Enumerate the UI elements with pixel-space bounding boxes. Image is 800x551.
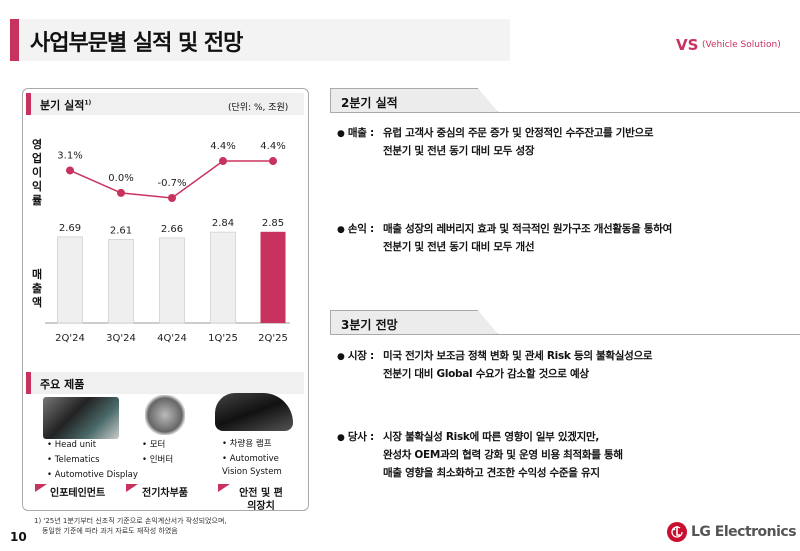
footnote-line: 동일한 기준에 따라 과거 자료도 재작성 하였음 <box>42 527 178 535</box>
x-tick-label: 3Q'24 <box>106 333 136 344</box>
margin-label: -0.7% <box>157 178 186 189</box>
product-item: • 모터 <box>142 440 166 450</box>
bullet-text: 매출 성장의 레버리지 효과 및 적극적인 원가구조 개선활동을 통하여 <box>383 223 672 235</box>
sales-bar <box>260 231 286 323</box>
category-marker-icon <box>35 484 47 492</box>
products-title: 주요 제품 <box>40 378 85 391</box>
bullet-text: 전분기 대비 Global 수요가 감소할 것으로 예상 <box>383 368 589 380</box>
bullet-text: 완성차 OEM과의 협력 강화 및 운영 비용 최적화를 통해 <box>383 449 623 461</box>
x-tick-label: 2Q'25 <box>258 333 288 344</box>
bullet-item: ● 당사 : 시장 불확실성 Risk에 따른 영향이 일부 있겠지만, 완성차 O… <box>337 428 623 479</box>
bullet-item: ● 손익 : 매출 성장의 레버리지 효과 및 적극적인 원가구조 개선활동을 통… <box>337 220 672 253</box>
sales-axis-label: 매출액 <box>31 268 43 309</box>
footnote-line: 1) '25년 1분기부터 신조직 기준으로 손익계산서가 작성되었으며, <box>34 517 227 525</box>
product-item: • Automotive Vision System <box>222 454 282 477</box>
bullet-text: 전분기 및 전년 동기 대비 모두 개선 <box>383 241 535 253</box>
margin-label: 0.0% <box>108 173 133 184</box>
accent-bar <box>26 93 31 115</box>
sales-label: 2.66 <box>161 224 183 235</box>
sales-label: 2.84 <box>212 218 234 229</box>
header-accent-bar <box>10 19 19 61</box>
bullet-text: 유럽 고객사 중심의 주문 증가 및 안정적인 수주잔고를 기반으로 <box>383 127 654 139</box>
bullet-label: 매출 : <box>347 127 374 139</box>
sales-bar <box>57 236 83 324</box>
quarterly-chart: 2.69 2Q'24 2.61 3Q'24 2.66 4Q'24 2.84 1Q'25 2.85… <box>45 141 290 344</box>
quarterly-title-text: 분기 실적 <box>40 99 85 112</box>
product-item: • 차량용 램프 <box>222 439 272 449</box>
page-title: 사업부문별 실적 및 전망 <box>30 31 243 56</box>
margin-label: 3.1% <box>57 150 82 161</box>
sales-bar <box>210 231 236 324</box>
bullet-text: 매출 영향을 최소화하고 견조한 수익성 수준을 유지 <box>383 467 600 479</box>
footnote-marker: 1) <box>84 99 92 107</box>
product-list-infotainment: • Head unit • Telematics • Automotive Di… <box>47 438 138 483</box>
ev-motor-image <box>145 395 185 435</box>
x-tick-label: 4Q'24 <box>157 333 187 344</box>
category-infotainment: 인포테인먼트 <box>50 488 106 499</box>
sales-label: 2.69 <box>59 223 81 234</box>
product-list-safety: • 차량용 램프 • Automotive Vision System <box>222 438 302 479</box>
product-item: • Automotive Display <box>47 470 138 480</box>
divider <box>330 112 800 113</box>
sales-label: 2.85 <box>262 218 284 229</box>
sales-label: 2.61 <box>110 225 132 236</box>
margin-point <box>269 157 277 166</box>
bullet-dot-icon: ● <box>337 225 345 235</box>
vehicle-lamp-image <box>215 393 293 431</box>
q3-outlook-tab: 3분기 전망 <box>330 310 498 334</box>
bullet-text: 시장 불확실성 Risk에 따른 영향이 일부 있겠지만, <box>383 431 600 443</box>
infotainment-image <box>43 397 119 439</box>
x-tick-label: 2Q'24 <box>55 333 85 344</box>
products-header <box>26 372 304 394</box>
quarterly-title: 분기 실적1) <box>40 97 91 113</box>
margin-point <box>117 188 125 197</box>
q2-results-tab: 2분기 실적 <box>330 88 498 112</box>
division-code: VS <box>676 36 699 54</box>
category-marker-icon <box>218 484 230 492</box>
bullet-dot-icon: ● <box>337 129 345 139</box>
bullet-text: 전분기 및 전년 동기 대비 모두 성장 <box>383 145 535 157</box>
margin-axis-label: 영업이익률 <box>31 138 43 207</box>
brand-name: LG Electronics <box>691 524 797 540</box>
bullet-text: 미국 전기차 보조금 정책 변화 및 관세 Risk 등의 불확실성으로 <box>383 350 653 362</box>
product-item: • Telematics <box>47 455 100 465</box>
margin-point <box>168 194 176 202</box>
margin-point <box>219 157 227 166</box>
margin-label: 4.4% <box>260 141 285 152</box>
bullet-dot-icon: ● <box>337 352 345 362</box>
lg-face-icon <box>667 522 687 542</box>
product-item: • Head unit <box>47 440 97 450</box>
margin-label: 4.4% <box>210 141 235 152</box>
divider <box>330 334 800 335</box>
sales-bar <box>108 239 134 324</box>
bullet-item: ● 매출 : 유럽 고객사 중심의 주문 증가 및 안정적인 수주잔고를 기반으로… <box>337 124 654 157</box>
product-list-ev: • 모터 • 인버터 <box>142 438 173 468</box>
sales-bar <box>159 237 185 324</box>
bullet-dot-icon: ● <box>337 433 345 443</box>
margin-point <box>66 166 74 175</box>
header-band <box>10 19 510 61</box>
footnote: 1) '25년 1분기부터 신조직 기준으로 손익계산서가 작성되었으며, 동일한… <box>34 516 227 536</box>
category-safety: 안전 및 편의장치 <box>239 488 283 512</box>
lg-logo: LG Electronics <box>667 522 797 542</box>
bullet-label: 당사 : <box>347 431 374 443</box>
bullet-label: 시장 : <box>347 350 374 362</box>
quarterly-header <box>26 93 304 115</box>
unit-label: (단위: %, 조원) <box>228 103 289 113</box>
category-marker-icon <box>126 484 138 492</box>
bullet-label: 손익 : <box>347 223 374 235</box>
accent-bar <box>26 372 31 394</box>
division-name: (Vehicle Solution) <box>702 40 781 50</box>
category-ev-parts: 전기차부품 <box>142 488 188 499</box>
page-number: 10 <box>10 530 27 544</box>
bullet-item: ● 시장 : 미국 전기차 보조금 정책 변화 및 관세 Risk 등의 불확실성… <box>337 347 653 380</box>
product-item: • 인버터 <box>142 455 174 465</box>
x-tick-label: 1Q'25 <box>208 333 238 344</box>
